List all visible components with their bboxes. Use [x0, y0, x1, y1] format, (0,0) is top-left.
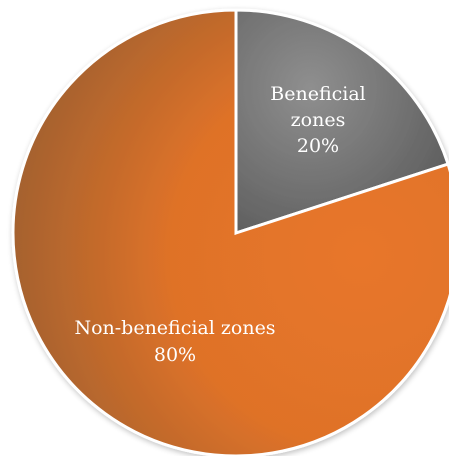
pie-slice-label-1-line-1: 80%: [154, 344, 196, 366]
pie-slice-label-0-line-1: zones: [291, 109, 346, 131]
pie-slice-label-0: Beneficial zones 20%: [270, 83, 365, 157]
pie-slice-label-1: Non-beneficial zones 80%: [74, 317, 275, 366]
pie-slice-1: [11, 8, 449, 456]
pie-slice-0: [234, 8, 449, 236]
pie-slices: [11, 8, 449, 456]
pie-slice-label-1-line-0: Non-beneficial zones: [74, 317, 275, 339]
pie-slice-label-0-line-2: 20%: [297, 135, 339, 157]
pie-labels: Beneficial zones 20% Non-beneficial zones 80…: [74, 83, 365, 366]
pie-slice-label-0-line-0: Beneficial: [270, 83, 365, 105]
